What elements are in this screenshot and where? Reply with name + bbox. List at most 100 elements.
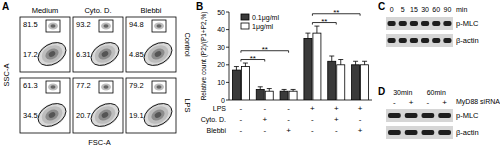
lane-label: 5 (401, 6, 405, 13)
error-bar (258, 87, 263, 90)
density (48, 50, 57, 58)
legend-swatch (241, 23, 249, 29)
density (101, 50, 110, 58)
y-tick-label: 0 (221, 97, 225, 104)
axis-label: SSC-A (2, 64, 11, 87)
band (432, 38, 440, 43)
row-label: Control (183, 32, 192, 57)
gate-value: 6.31 (76, 50, 91, 59)
y-tick (226, 82, 229, 83)
density (101, 111, 110, 119)
density (51, 85, 56, 89)
band (422, 130, 435, 135)
treatment-sign: + (442, 98, 447, 107)
density (154, 84, 164, 91)
time-label: 30min (393, 89, 412, 96)
row-label: β-actin (456, 36, 479, 45)
blot (386, 126, 453, 139)
gate-value: 34.5 (23, 111, 38, 120)
density (87, 37, 124, 71)
condition-label: Cyto. D. (201, 116, 226, 124)
treatment-sign: + (409, 98, 414, 107)
band (443, 38, 451, 43)
significance: ** (321, 17, 327, 26)
blot (386, 34, 453, 47)
bar (232, 70, 240, 100)
band (421, 21, 429, 26)
band (399, 38, 407, 43)
density (101, 84, 111, 91)
density (34, 37, 71, 71)
error-bar (314, 26, 319, 33)
band (388, 21, 396, 26)
density (104, 24, 109, 28)
gate (152, 20, 166, 32)
gate (87, 38, 123, 70)
lane-label: 0 (390, 6, 394, 13)
row-label: p-MLC (456, 111, 479, 120)
condition-sign: - (287, 115, 290, 124)
bar (241, 67, 249, 100)
density (38, 103, 65, 128)
condition-sign: - (263, 104, 266, 113)
band (422, 113, 435, 118)
density (140, 98, 177, 132)
band (399, 21, 407, 26)
column-header: Medium (32, 6, 59, 15)
density (96, 107, 113, 123)
density (157, 85, 162, 89)
density (87, 98, 124, 132)
band (405, 130, 418, 135)
bars (232, 26, 368, 100)
error-bar (291, 89, 296, 91)
error-bar (267, 89, 272, 92)
band (443, 21, 451, 26)
gate (34, 99, 70, 131)
significance: ** (250, 54, 256, 63)
density (157, 24, 162, 28)
gate (99, 81, 113, 93)
lane-label: 90 (444, 6, 452, 13)
density (91, 103, 118, 128)
condition-label: Blebbi (207, 127, 227, 134)
condition-sign: - (311, 126, 314, 135)
gate-value: 79.2 (129, 81, 144, 90)
flow-plot (126, 78, 176, 133)
flow-plot (20, 78, 70, 133)
condition-label: LPS (213, 105, 227, 112)
gate-value: 4.85 (129, 50, 144, 59)
lane-label: 30 (421, 6, 429, 13)
gate (140, 38, 176, 70)
band (388, 38, 396, 43)
lane-label: 15 (410, 6, 418, 13)
error-bar (305, 33, 310, 38)
y-tick-label: 40 (217, 26, 225, 33)
bar (280, 91, 288, 100)
row-label: LPS (183, 98, 192, 112)
condition-sign: + (334, 115, 339, 124)
time-label: 60min (427, 89, 446, 96)
gate-value: 77.2 (76, 81, 91, 90)
y-tick (226, 100, 229, 101)
y-axis (229, 12, 230, 100)
gate-value: 17.2 (23, 50, 38, 59)
density (140, 37, 177, 71)
legend-swatch (241, 14, 249, 20)
band (410, 21, 418, 26)
density (48, 111, 57, 119)
significance: ** (333, 8, 339, 17)
density (48, 84, 58, 91)
error-bar (243, 63, 248, 67)
error-bar (362, 61, 367, 65)
lane-label: 60 (432, 6, 440, 13)
unit-label: min (456, 6, 467, 13)
condition-sign: - (287, 104, 290, 113)
condition-sign: - (240, 115, 243, 124)
density (104, 85, 109, 89)
flow-plot (73, 78, 123, 133)
flow-plot (73, 17, 123, 72)
density (51, 24, 56, 28)
bar (361, 65, 369, 100)
density (154, 50, 163, 58)
bar (256, 89, 264, 100)
